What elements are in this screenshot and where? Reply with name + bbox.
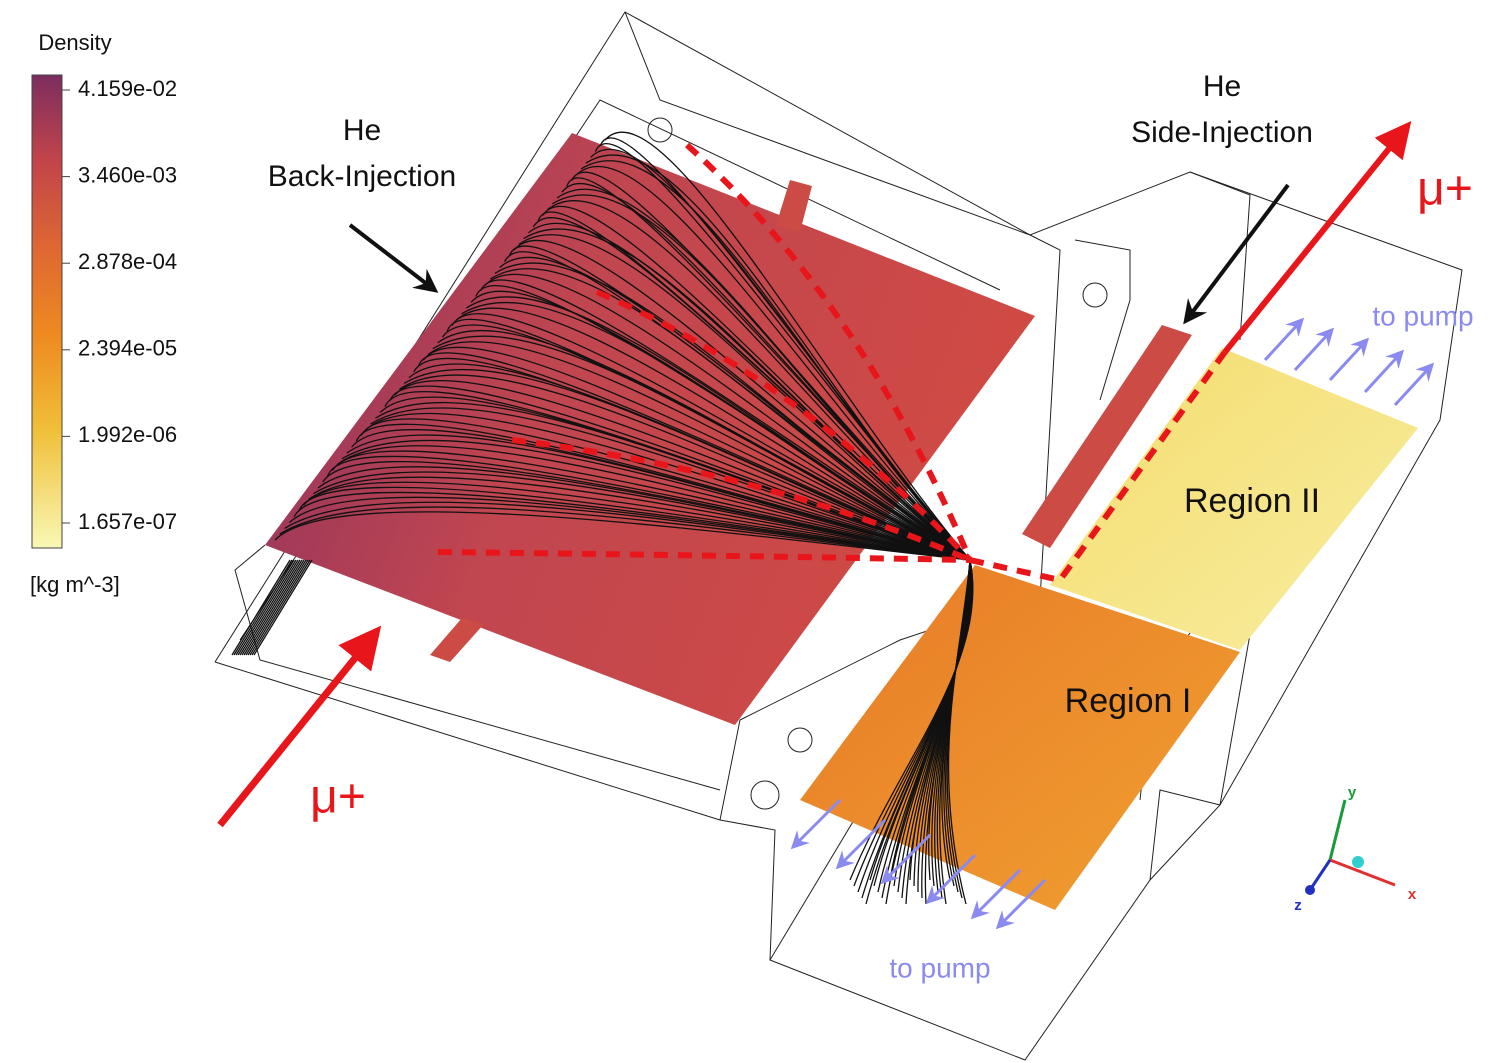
colorbar-tick-label: 2.878e-04 xyxy=(78,249,177,274)
colorbar-ticks: 4.159e-02 3.460e-03 2.878e-04 2.394e-05 1.99… xyxy=(62,76,177,534)
pointer-arrow xyxy=(1188,185,1288,318)
colorbar xyxy=(32,75,62,548)
pump-arrow xyxy=(1330,342,1365,380)
legend-unit: [kg m^-3] xyxy=(30,572,120,597)
streamline xyxy=(242,560,300,655)
streamline xyxy=(236,560,294,655)
axis-label: z xyxy=(1294,897,1302,914)
colorbar-tick-label: 2.394e-05 xyxy=(78,336,177,361)
label: He xyxy=(1203,70,1241,103)
pump-label: to pump xyxy=(889,952,990,983)
label: He xyxy=(343,114,381,147)
colorbar-tick-label: 3.460e-03 xyxy=(78,162,177,187)
streamline xyxy=(248,560,306,655)
pump-label: to pump xyxy=(1372,300,1473,331)
muon-label: μ+ xyxy=(310,771,366,824)
pump-arrow xyxy=(1265,322,1300,360)
label: Back-Injection xyxy=(268,160,456,193)
colorbar-tick-label: 1.657e-07 xyxy=(78,509,177,534)
streamline xyxy=(250,560,308,655)
injector-stub xyxy=(430,618,484,662)
region-label: Region II xyxy=(1184,482,1320,520)
axis-label: y xyxy=(1348,784,1357,801)
streamline xyxy=(240,560,298,655)
axis-triad: y x z xyxy=(1294,784,1417,914)
muon-label: μ+ xyxy=(1417,163,1473,216)
pointer-arrow xyxy=(350,225,432,288)
colorbar-tick-label: 1.992e-06 xyxy=(78,422,177,447)
region-label: Region I xyxy=(1065,682,1192,720)
streamline xyxy=(246,560,304,655)
pump-arrow xyxy=(1395,367,1430,405)
colorbar-tick-label: 4.159e-02 xyxy=(78,76,177,101)
legend-title: Density xyxy=(38,30,111,55)
streamline xyxy=(238,560,296,655)
label: Side-Injection xyxy=(1131,116,1313,149)
axis-label: x xyxy=(1408,886,1417,903)
pump-arrow xyxy=(1365,354,1400,392)
pump-arrow xyxy=(1295,332,1330,370)
streamline xyxy=(244,560,302,655)
injector-stub xyxy=(776,180,812,232)
figure: Density 4.159e-02 3.460e-03 2.878e-04 2.394… xyxy=(0,0,1492,1063)
